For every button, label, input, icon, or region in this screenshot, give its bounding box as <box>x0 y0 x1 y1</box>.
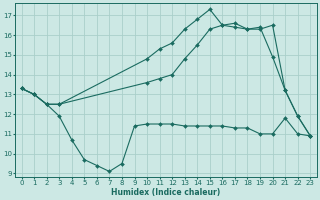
X-axis label: Humidex (Indice chaleur): Humidex (Indice chaleur) <box>111 188 220 197</box>
